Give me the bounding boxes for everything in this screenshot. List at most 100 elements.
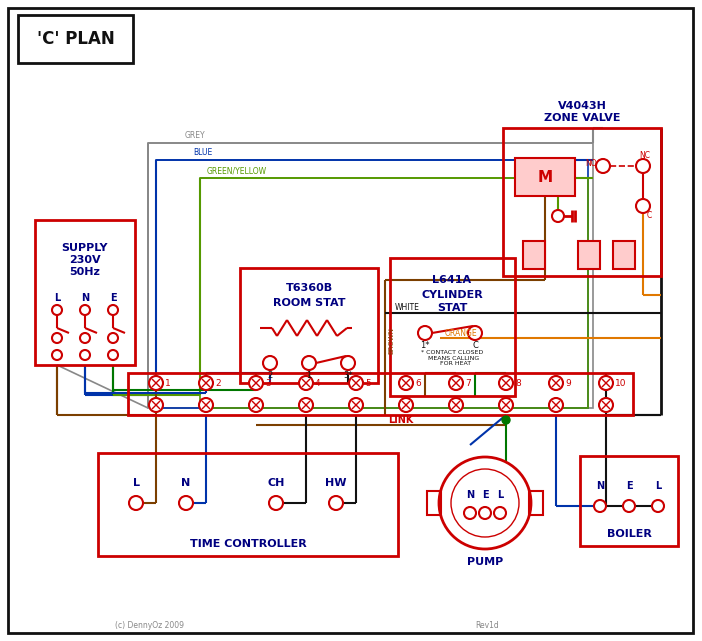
Text: ZONE VALVE: ZONE VALVE [544, 113, 621, 123]
Circle shape [149, 376, 163, 390]
Circle shape [108, 350, 118, 360]
Text: STAT: STAT [437, 303, 468, 313]
Text: M: M [538, 169, 552, 185]
Circle shape [449, 376, 463, 390]
Text: L: L [497, 490, 503, 500]
Circle shape [249, 398, 263, 412]
Circle shape [108, 305, 118, 315]
Circle shape [129, 496, 143, 510]
Circle shape [599, 376, 613, 390]
Circle shape [349, 376, 363, 390]
Circle shape [269, 496, 283, 510]
Circle shape [249, 376, 263, 390]
Text: SUPPLY
230V
50Hz: SUPPLY 230V 50Hz [62, 244, 108, 277]
Text: ROOM STAT: ROOM STAT [273, 298, 345, 308]
Text: N: N [181, 478, 191, 488]
Text: TIME CONTROLLER: TIME CONTROLLER [190, 539, 306, 549]
Text: 8: 8 [515, 378, 521, 388]
Circle shape [341, 356, 355, 370]
Bar [427, 491, 441, 515]
Text: 1: 1 [306, 372, 312, 381]
Circle shape [52, 350, 62, 360]
Text: HW: HW [325, 478, 347, 488]
Bar [18, 15, 133, 63]
Circle shape [149, 398, 163, 412]
Circle shape [502, 416, 510, 424]
Circle shape [479, 507, 491, 519]
Bar [529, 491, 543, 515]
Circle shape [299, 376, 313, 390]
Bar [128, 373, 633, 415]
Text: CH: CH [267, 478, 285, 488]
Circle shape [80, 305, 90, 315]
Circle shape [299, 398, 313, 412]
Circle shape [399, 376, 413, 390]
Circle shape [464, 507, 476, 519]
Bar [240, 268, 378, 383]
Circle shape [636, 199, 650, 213]
Bar [523, 241, 545, 269]
Bar [200, 178, 588, 408]
Text: LINK: LINK [388, 415, 413, 425]
Text: 4: 4 [315, 378, 321, 388]
Circle shape [329, 496, 343, 510]
Circle shape [418, 326, 432, 340]
Text: L: L [133, 478, 140, 488]
Circle shape [80, 333, 90, 343]
Circle shape [263, 356, 277, 370]
Circle shape [349, 398, 363, 412]
Bar [580, 456, 678, 546]
Text: N: N [596, 481, 604, 491]
Text: 9: 9 [565, 378, 571, 388]
Text: BLUE: BLUE [193, 148, 212, 157]
Text: N: N [466, 490, 474, 500]
Circle shape [549, 376, 563, 390]
Text: 3*: 3* [343, 372, 353, 381]
Circle shape [596, 159, 610, 173]
Bar [613, 241, 635, 269]
Text: 3: 3 [265, 378, 271, 388]
Text: T6360B: T6360B [286, 283, 333, 293]
Text: L641A: L641A [432, 275, 472, 285]
Text: 1: 1 [165, 378, 171, 388]
Circle shape [52, 305, 62, 315]
Text: * CONTACT CLOSED
  MEANS CALLING
    FOR HEAT: * CONTACT CLOSED MEANS CALLING FOR HEAT [421, 350, 483, 366]
Circle shape [399, 398, 413, 412]
Text: C: C [647, 212, 651, 221]
Text: PUMP: PUMP [467, 557, 503, 567]
Circle shape [499, 398, 513, 412]
Text: N: N [81, 293, 89, 303]
Text: GREEN/YELLOW: GREEN/YELLOW [207, 166, 267, 175]
Text: V4043H: V4043H [557, 101, 607, 111]
Circle shape [652, 500, 664, 512]
Text: E: E [625, 481, 633, 491]
Circle shape [549, 398, 563, 412]
Text: BROWN: BROWN [388, 326, 394, 353]
Circle shape [468, 326, 482, 340]
Circle shape [499, 376, 513, 390]
Text: E: E [482, 490, 489, 500]
Text: E: E [110, 293, 117, 303]
Text: 2: 2 [215, 378, 220, 388]
Bar [515, 158, 575, 196]
Text: (c) DennyOz 2009: (c) DennyOz 2009 [115, 622, 184, 631]
Circle shape [52, 333, 62, 343]
Circle shape [599, 398, 613, 412]
Circle shape [636, 159, 650, 173]
Circle shape [302, 356, 316, 370]
Text: L: L [655, 481, 661, 491]
Text: BOILER: BOILER [607, 529, 651, 539]
Bar [148, 143, 593, 408]
Circle shape [494, 507, 506, 519]
Bar [390, 258, 515, 396]
Text: 10: 10 [615, 378, 626, 388]
Circle shape [179, 496, 193, 510]
Text: CYLINDER: CYLINDER [421, 290, 483, 300]
Circle shape [199, 398, 213, 412]
Circle shape [199, 376, 213, 390]
Bar [503, 128, 661, 276]
Text: ORANGE: ORANGE [445, 328, 477, 338]
Text: GREY: GREY [185, 131, 206, 140]
Circle shape [623, 500, 635, 512]
Bar [35, 220, 135, 365]
